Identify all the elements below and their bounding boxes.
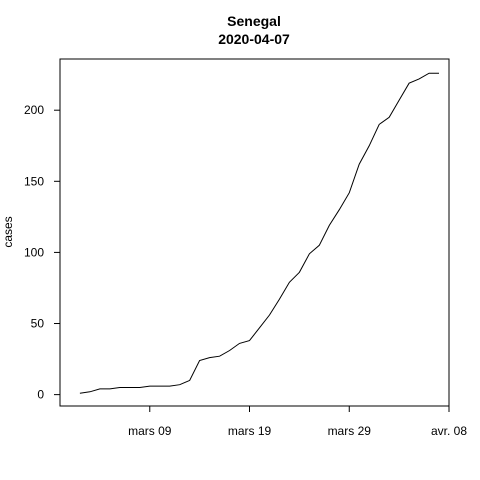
y-tick-label: 150: [24, 174, 44, 188]
y-tick-label: 200: [24, 103, 44, 117]
plot-frame: [59, 58, 450, 407]
x-tick-label: mars 19: [228, 424, 272, 438]
y-tick-label: 0: [37, 388, 44, 402]
series-line: [79, 72, 439, 394]
y-tick-label: 50: [31, 317, 45, 331]
x-tick-label: mars 29: [328, 424, 372, 438]
x-tick-label: avr. 08: [431, 424, 467, 438]
y-tick-label: 100: [24, 245, 44, 259]
chart-title: Senegal: [227, 13, 281, 29]
chart-subtitle: 2020-04-07: [218, 31, 290, 47]
x-tick-label: mars 09: [128, 424, 172, 438]
y-axis: 0 50 100 150 200: [24, 103, 60, 402]
x-axis: mars 09 mars 19 mars 29 avr. 08: [128, 406, 467, 438]
y-axis-label: cases: [1, 216, 15, 247]
